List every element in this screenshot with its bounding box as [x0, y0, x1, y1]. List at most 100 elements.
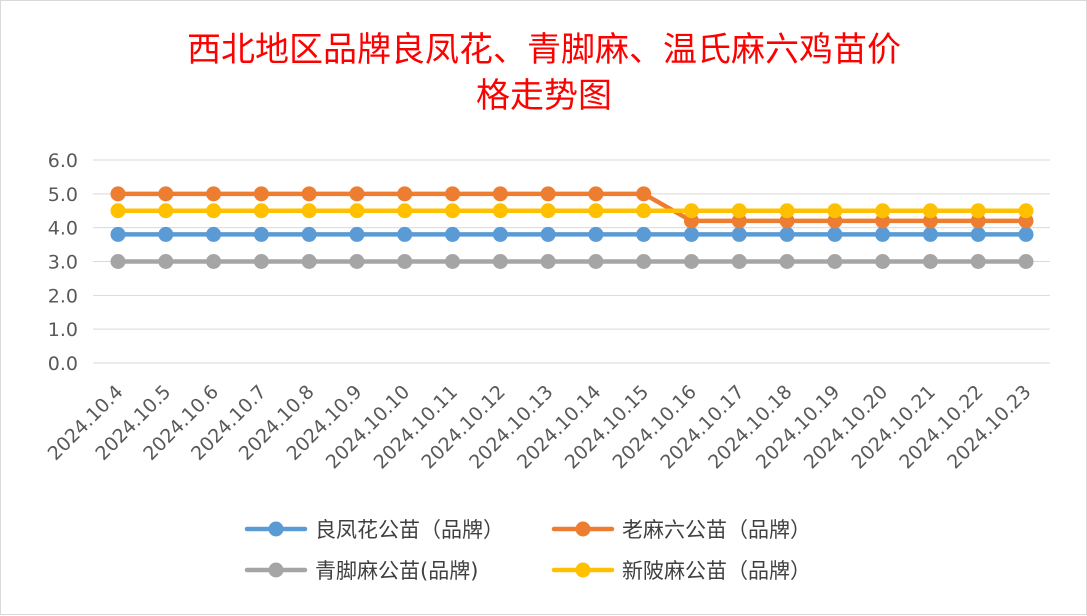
- legend: 良凤花公苗（品牌） 老麻六公苗（品牌） 青脚麻公苗(品牌) 新陂麻公苗（品牌）: [244, 518, 811, 583]
- data-point: [875, 226, 891, 242]
- data-point: [110, 186, 126, 202]
- data-point: [349, 254, 365, 269]
- data-point: [492, 203, 508, 219]
- legend-swatch-marker: [268, 521, 284, 537]
- data-point: [731, 203, 747, 219]
- data-point: [731, 226, 747, 242]
- series-line: [115, 191, 1029, 224]
- data-point: [588, 254, 604, 269]
- data-point: [970, 203, 986, 219]
- data-point: [875, 254, 891, 269]
- data-point: [349, 186, 365, 202]
- data-point: [253, 203, 269, 219]
- data-point: [206, 203, 222, 219]
- data-point: [206, 186, 222, 202]
- data-point: [110, 226, 126, 242]
- data-point: [397, 226, 413, 242]
- series-lines: [110, 186, 1034, 269]
- y-tick-label: 0.0: [48, 353, 78, 375]
- data-point: [445, 203, 461, 219]
- data-point: [110, 254, 126, 269]
- data-point: [922, 203, 938, 219]
- data-point: [253, 186, 269, 202]
- data-point: [397, 254, 413, 269]
- data-point: [636, 254, 652, 269]
- data-point: [158, 186, 174, 202]
- data-point: [206, 226, 222, 242]
- data-point: [1018, 203, 1034, 219]
- data-point: [827, 254, 843, 269]
- data-point: [301, 254, 317, 269]
- data-point: [1018, 226, 1034, 242]
- data-point: [1018, 254, 1034, 269]
- data-point: [683, 226, 699, 242]
- data-point: [970, 254, 986, 269]
- data-point: [779, 254, 795, 269]
- y-tick-label: 3.0: [48, 252, 78, 274]
- data-point: [492, 254, 508, 269]
- legend-label: 新陂麻公苗（品牌）: [622, 559, 811, 583]
- data-point: [683, 203, 699, 219]
- data-point: [397, 186, 413, 202]
- data-point: [492, 186, 508, 202]
- y-tick-label: 6.0: [48, 150, 78, 172]
- data-point: [349, 226, 365, 242]
- data-point: [397, 203, 413, 219]
- legend-label: 良凤花公苗（品牌）: [315, 518, 504, 542]
- data-point: [588, 186, 604, 202]
- data-point: [827, 203, 843, 219]
- legend-item: 新陂麻公苗（品牌）: [551, 559, 811, 583]
- legend-swatch-marker: [268, 562, 284, 578]
- data-point: [875, 203, 891, 219]
- data-point: [588, 226, 604, 242]
- data-point: [779, 226, 795, 242]
- data-point: [253, 254, 269, 269]
- series-2: [110, 254, 1034, 269]
- data-point: [445, 186, 461, 202]
- series-3: [110, 203, 1034, 219]
- data-point: [253, 226, 269, 242]
- data-point: [110, 203, 126, 219]
- data-point: [540, 203, 556, 219]
- legend-label: 老麻六公苗（品牌）: [622, 518, 811, 542]
- y-tick-label: 4.0: [48, 218, 78, 240]
- data-point: [158, 226, 174, 242]
- data-point: [779, 203, 795, 219]
- data-point: [540, 254, 556, 269]
- legend-item: 青脚麻公苗(品牌): [244, 559, 478, 583]
- data-point: [445, 226, 461, 242]
- data-point: [158, 254, 174, 269]
- data-point: [683, 254, 699, 269]
- data-point: [922, 254, 938, 269]
- series-0: [110, 226, 1034, 242]
- legend-item: 老麻六公苗（品牌）: [551, 518, 811, 542]
- data-point: [540, 226, 556, 242]
- chart-title-line-1: 西北地区品牌良凤花、青脚麻、温氏麻六鸡苗价: [187, 30, 901, 70]
- data-point: [588, 203, 604, 219]
- series-1: [110, 186, 1034, 229]
- data-point: [158, 203, 174, 219]
- data-point: [301, 226, 317, 242]
- x-axis-ticks: 2024.10.42024.10.52024.10.62024.10.72024…: [44, 381, 1036, 473]
- data-point: [492, 226, 508, 242]
- data-point: [636, 226, 652, 242]
- data-point: [827, 226, 843, 242]
- data-point: [301, 186, 317, 202]
- data-point: [636, 186, 652, 202]
- y-tick-label: 2.0: [48, 285, 78, 307]
- data-point: [731, 254, 747, 269]
- data-point: [349, 203, 365, 219]
- data-point: [540, 186, 556, 202]
- y-axis-ticks: 0.0 1.0 2.0 3.0 4.0 5.0 6.0: [48, 150, 78, 375]
- legend-swatch-marker: [575, 562, 591, 578]
- data-point: [922, 226, 938, 242]
- data-point: [636, 203, 652, 219]
- data-point: [970, 226, 986, 242]
- legend-swatch-marker: [575, 521, 591, 537]
- chart-title-line-2: 格走势图: [476, 76, 612, 116]
- legend-item: 良凤花公苗（品牌）: [244, 518, 504, 542]
- y-tick-label: 5.0: [48, 184, 78, 206]
- data-point: [445, 254, 461, 269]
